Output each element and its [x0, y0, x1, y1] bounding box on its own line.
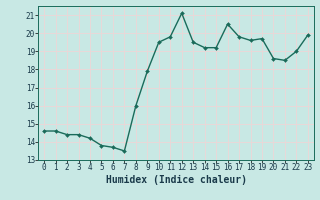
X-axis label: Humidex (Indice chaleur): Humidex (Indice chaleur) [106, 175, 246, 185]
